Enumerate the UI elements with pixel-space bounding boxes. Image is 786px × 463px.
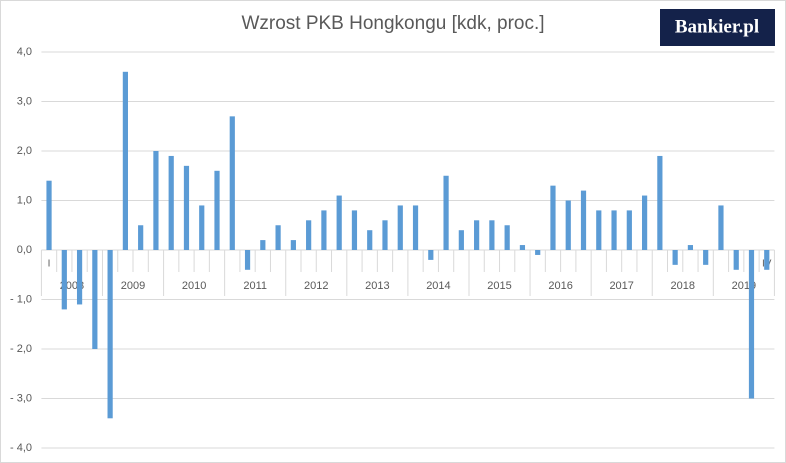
bar: [489, 220, 495, 250]
bar: [748, 250, 755, 399]
bar: [397, 205, 403, 250]
bar: [138, 225, 144, 250]
bar: [672, 250, 678, 265]
bar: [474, 220, 480, 250]
y-tick-label: 0,0: [17, 244, 32, 256]
group-label: 2009: [121, 280, 145, 292]
logo-box: [660, 9, 775, 46]
bar: [321, 210, 327, 250]
bar: [458, 230, 464, 250]
y-tick-label: - 4,0: [10, 442, 32, 454]
bar: [718, 205, 724, 250]
bar: [275, 225, 281, 250]
bar: [519, 245, 526, 250]
y-tick-label: - 1,0: [10, 293, 32, 305]
group-label: 2013: [365, 280, 389, 292]
y-tick-label: 1,0: [17, 194, 32, 206]
bar: [641, 195, 648, 250]
bar: [550, 185, 556, 250]
bar: [290, 240, 296, 250]
bar: [107, 250, 113, 419]
bar: [626, 210, 632, 250]
bar: [46, 180, 52, 250]
bar: [703, 250, 709, 265]
bar: [657, 155, 663, 250]
bar: [580, 190, 587, 250]
bar: [122, 71, 128, 250]
bar: [306, 220, 312, 250]
bar: [764, 250, 770, 270]
bar: [260, 240, 266, 250]
bar: [76, 250, 83, 305]
group-label: 2010: [182, 280, 206, 292]
bar: [611, 210, 617, 250]
bar: [733, 250, 739, 270]
bar: [565, 200, 571, 250]
group-label: 2011: [243, 280, 267, 292]
bar: [443, 175, 449, 250]
y-tick-label: 4,0: [17, 46, 32, 58]
x-tick-label: I: [48, 259, 51, 270]
bar: [244, 250, 251, 270]
bar: [336, 195, 342, 250]
group-label: 2015: [487, 280, 511, 292]
bar: [504, 225, 510, 250]
logo: Bankier.pl: [675, 16, 759, 37]
bar: [229, 116, 235, 250]
group-label: 2018: [671, 280, 695, 292]
group-label: 2016: [548, 280, 572, 292]
bar: [214, 170, 220, 250]
bar: [199, 205, 205, 250]
bar: [596, 210, 602, 250]
group-label: 2017: [609, 280, 633, 292]
group-label: 2014: [426, 280, 450, 292]
y-tick-label: 2,0: [17, 145, 32, 157]
y-tick-label: - 2,0: [10, 343, 32, 355]
group-label: 2012: [304, 280, 328, 292]
bar: [687, 245, 694, 250]
bar: [412, 205, 419, 250]
bar: [535, 250, 541, 255]
bar: [382, 220, 388, 250]
bar: [367, 230, 373, 250]
bar: [351, 210, 358, 250]
y-tick-label: 3,0: [17, 95, 32, 107]
chart-title: Wzrost PKB Hongkongu [kdk, proc.]: [241, 13, 544, 34]
bar: [92, 250, 98, 349]
y-tick-label: - 3,0: [10, 392, 32, 404]
bar: [168, 155, 174, 250]
bar: [61, 250, 67, 310]
bar: [183, 165, 190, 250]
bar: [153, 151, 159, 250]
bar: [428, 250, 434, 260]
